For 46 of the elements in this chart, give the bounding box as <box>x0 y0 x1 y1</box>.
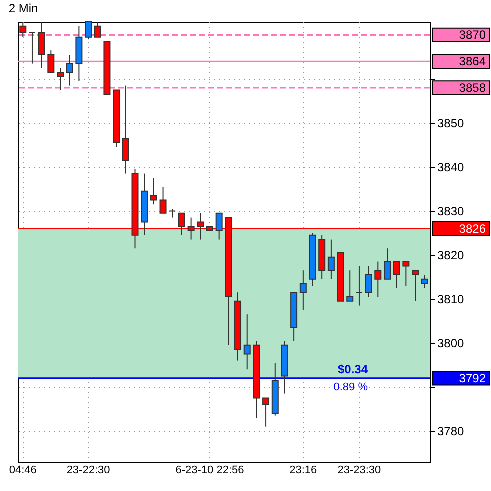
ref-line-label: 3858 <box>459 81 486 95</box>
candlestick <box>20 22 27 38</box>
candlestick <box>244 314 251 370</box>
y-tick-label: 3800 <box>438 336 465 351</box>
x-tick-label: 23-23:30 <box>338 464 382 476</box>
candlestick <box>365 266 372 298</box>
candlestick <box>421 274 428 289</box>
y-tick-label: 3840 <box>438 160 465 175</box>
y-tick-label: 3780 <box>438 424 465 439</box>
candlestick <box>300 270 307 311</box>
y-tick-label: 3820 <box>438 248 465 263</box>
ref-line-label: 3870 <box>459 28 486 42</box>
candlestick <box>412 270 420 302</box>
candlestick <box>48 50 55 74</box>
candlestick <box>160 186 167 214</box>
x-tick-label: 6-23-10 22:56 <box>176 464 244 476</box>
candlestick <box>122 85 130 174</box>
candlestick <box>85 22 92 40</box>
candlestick <box>150 178 158 206</box>
annotation: $0.34 <box>338 362 368 376</box>
candlestick <box>384 248 391 280</box>
candlestick <box>38 22 46 69</box>
candlestick <box>66 54 74 86</box>
x-tick-label: 23-22:30 <box>66 464 110 476</box>
chart-title: 2 Min <box>8 2 38 16</box>
candlestick <box>57 68 64 91</box>
y-tick-label: 3830 <box>438 204 465 219</box>
annotation: 0.89 % <box>334 381 368 394</box>
candlestick <box>374 261 382 298</box>
candlestick <box>328 239 335 280</box>
candlestick <box>28 32 36 64</box>
candlestick <box>169 208 176 218</box>
ref-line-label: 3864 <box>459 54 486 69</box>
candlestick <box>262 398 270 428</box>
x-tick-label: 23:16 <box>290 464 318 476</box>
ref-line-label: 3792 <box>459 371 486 386</box>
y-tick-label: 3850 <box>438 116 465 131</box>
ref-line-label: 3826 <box>459 222 486 236</box>
y-tick-label: 3810 <box>438 292 465 307</box>
candlestick <box>94 22 102 38</box>
candlestick <box>402 261 410 286</box>
candlestick <box>216 212 223 240</box>
candlestick <box>346 270 354 302</box>
candlestick <box>356 266 363 306</box>
candlestick <box>393 261 400 289</box>
x-tick-label: 04:46 <box>9 464 37 476</box>
